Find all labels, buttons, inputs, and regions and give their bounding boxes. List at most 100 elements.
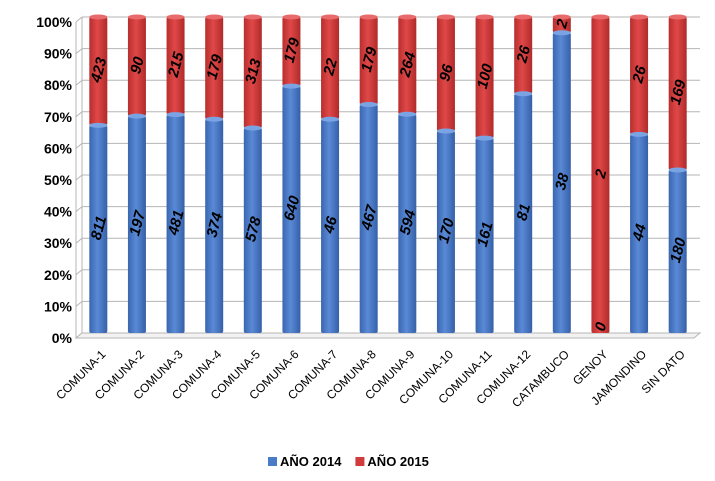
bar-ano-2014 <box>552 32 571 334</box>
bar-top-cap <box>282 14 301 20</box>
bar-top-cap <box>398 14 417 20</box>
bar-mid-cap <box>127 113 146 119</box>
bar-ano-2015 <box>359 17 378 105</box>
data-label: 161 <box>474 220 497 249</box>
bar-ano-2015 <box>398 17 417 115</box>
bar-mid-cap <box>630 131 649 137</box>
data-label: 90 <box>127 54 148 75</box>
bar-ano-2015 <box>552 17 571 33</box>
gridline-depth <box>75 143 83 149</box>
data-label: 179 <box>358 45 381 74</box>
bar-ano-2015 <box>89 17 108 126</box>
bar-mid-cap <box>668 167 687 173</box>
bar-ano-2014 <box>359 104 378 334</box>
data-label: 481 <box>165 208 188 238</box>
data-label: 197 <box>126 208 149 237</box>
y-tick-label: 100% <box>36 14 72 30</box>
bar-top-cap <box>243 14 262 20</box>
gridline-depth <box>75 301 83 307</box>
bar-top-cap <box>514 14 533 20</box>
bar-ano-2015 <box>321 17 340 120</box>
gridline-depth <box>75 269 83 276</box>
y-tick-label: 60% <box>44 140 73 156</box>
bar-ano-2015 <box>127 17 146 117</box>
y-tick-label: 0% <box>52 330 73 346</box>
bar-mid-cap <box>205 116 224 122</box>
y-tick-label: 80% <box>44 77 73 93</box>
bar-ano-2015 <box>282 17 301 87</box>
bar-ano-2014 <box>89 125 108 333</box>
gridline-depth <box>75 174 83 181</box>
gridline-depth <box>75 111 83 118</box>
data-label: 180 <box>667 235 690 264</box>
x-axis-labels: COMUNA-1COMUNA-2COMUNA-3COMUNA-4COMUNA-5… <box>53 347 688 410</box>
legend-swatch <box>268 457 277 466</box>
bar-top-cap <box>668 14 687 20</box>
y-axis: 0% 10% 20% 30% 40% 50% 60% 70% 80% 90% 100% <box>36 14 72 346</box>
gridline-depth <box>75 206 83 212</box>
gridline-depth <box>75 16 83 23</box>
y-tick-label: 20% <box>44 267 73 283</box>
bar-top-cap <box>127 14 146 20</box>
bar-mid-cap <box>398 111 417 117</box>
data-label: 170 <box>435 216 458 245</box>
data-label: 374 <box>203 210 226 239</box>
bar-mid-cap <box>282 83 301 89</box>
y-tick-label: 70% <box>44 109 73 125</box>
bar-top-cap <box>321 14 340 20</box>
data-label: 423 <box>87 55 110 85</box>
bar-ano-2014 <box>514 93 533 333</box>
bars <box>89 14 687 334</box>
gridline-depth <box>75 79 83 86</box>
bar-ano-2014 <box>475 138 494 333</box>
legend: AÑO 2014 AÑO 2015 <box>268 454 429 469</box>
y-tick-label: 10% <box>44 298 73 314</box>
bar-top-cap <box>359 14 378 20</box>
bar-mid-cap <box>243 125 262 131</box>
data-label: 179 <box>281 35 304 64</box>
bar-mid-cap <box>321 116 340 122</box>
data-label: 44 <box>629 222 650 244</box>
bar-ano-2015 <box>243 17 262 129</box>
bar-ano-2014 <box>282 86 301 333</box>
bar-ano-2014 <box>321 119 340 333</box>
bar-top-cap <box>475 14 494 20</box>
bar-top-cap <box>436 14 455 20</box>
bar-ano-2014 <box>668 170 687 333</box>
bar-ano-2015 <box>668 17 687 171</box>
gridline-depth <box>75 237 83 244</box>
data-label: 578 <box>242 214 265 243</box>
bar-ano-2014 <box>243 128 262 333</box>
bar-ano-2015 <box>591 17 610 333</box>
y-tick-label: 90% <box>44 46 73 62</box>
bar-top-cap <box>205 14 224 20</box>
legend-swatch <box>355 457 365 466</box>
bar-ano-2015 <box>514 17 533 94</box>
y-tick-label: 30% <box>44 235 73 251</box>
bar-ano-2015 <box>630 17 649 135</box>
bar-ano-2015 <box>166 17 185 115</box>
data-label: 264 <box>396 50 419 80</box>
bar-mid-cap <box>514 91 533 97</box>
data-label: 38 <box>552 171 573 192</box>
bar-top-cap <box>89 14 108 20</box>
legend-label: AÑO 2015 <box>367 454 428 469</box>
data-label: 96 <box>436 62 457 83</box>
bar-ano-2015 <box>205 17 224 120</box>
y-tick-label: 40% <box>44 204 73 220</box>
bar-top-cap <box>591 14 610 20</box>
data-label: 22 <box>320 56 341 78</box>
floor <box>74 332 702 339</box>
data-label: 169 <box>667 77 690 106</box>
bar-mid-cap <box>475 135 494 141</box>
bar-top-cap <box>552 14 571 20</box>
bar-ano-2015 <box>436 17 455 132</box>
bar-ano-2014 <box>166 114 185 333</box>
data-label: 467 <box>358 203 381 233</box>
data-label: 26 <box>629 64 650 86</box>
data-label: 179 <box>203 52 226 81</box>
data-label: 313 <box>242 56 265 85</box>
bar-ano-2014 <box>127 116 146 333</box>
bar-mid-cap <box>166 112 185 118</box>
